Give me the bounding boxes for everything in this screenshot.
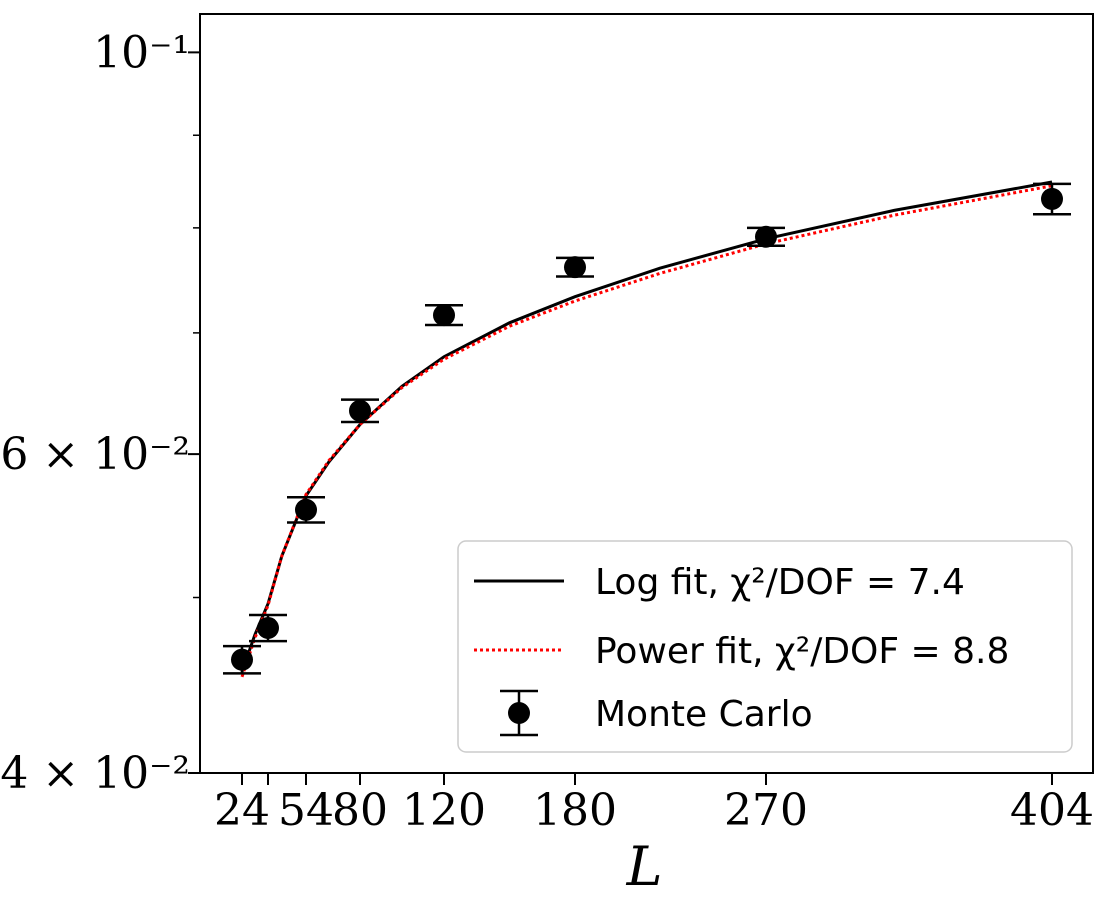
x-axis-label: L — [626, 835, 663, 898]
x-tick-label: 404 — [1010, 785, 1094, 836]
legend-swatch-marker — [508, 702, 530, 724]
x-tick-label: 270 — [724, 785, 808, 836]
plot-frame — [199, 13, 1094, 774]
x-tick-label: 24 — [214, 785, 270, 836]
data-point — [249, 613, 287, 643]
legend-entry-label: Power fit, χ²/DOF = 8.8 — [595, 631, 1009, 672]
x-tick-label: 54 — [278, 785, 334, 836]
marker — [755, 225, 777, 248]
legend-entry-label: Monte Carlo — [595, 694, 813, 735]
marker — [349, 399, 371, 422]
data-point — [425, 304, 463, 327]
marker — [433, 304, 455, 327]
data-point — [287, 495, 325, 524]
legend-entry-label: Log fit, χ²/DOF = 7.4 — [595, 562, 965, 603]
marker — [1041, 187, 1063, 210]
y-tick-label: 10⁻¹ — [93, 27, 190, 78]
legend-box — [457, 540, 1073, 753]
legend: Log fit, χ²/DOF = 7.4 Power fit, χ²/DOF =… — [457, 540, 1073, 753]
x-tick-label: 120 — [402, 785, 486, 836]
x-tick-label: 180 — [533, 785, 617, 836]
data-point — [223, 644, 261, 675]
x-tick-label: 80 — [332, 785, 388, 836]
marker — [231, 648, 253, 671]
marker — [257, 616, 279, 639]
plot-area — [223, 180, 1071, 678]
y-tick-label: 6 × 10⁻² — [0, 429, 190, 480]
marker — [564, 256, 586, 279]
data-point — [747, 225, 785, 248]
data-point — [1033, 182, 1071, 216]
data-point — [556, 256, 594, 279]
data-point — [341, 398, 379, 424]
y-tick-label: 4 × 10⁻² — [0, 748, 190, 799]
marker — [295, 498, 317, 521]
series-line-1 — [240, 184, 1053, 678]
